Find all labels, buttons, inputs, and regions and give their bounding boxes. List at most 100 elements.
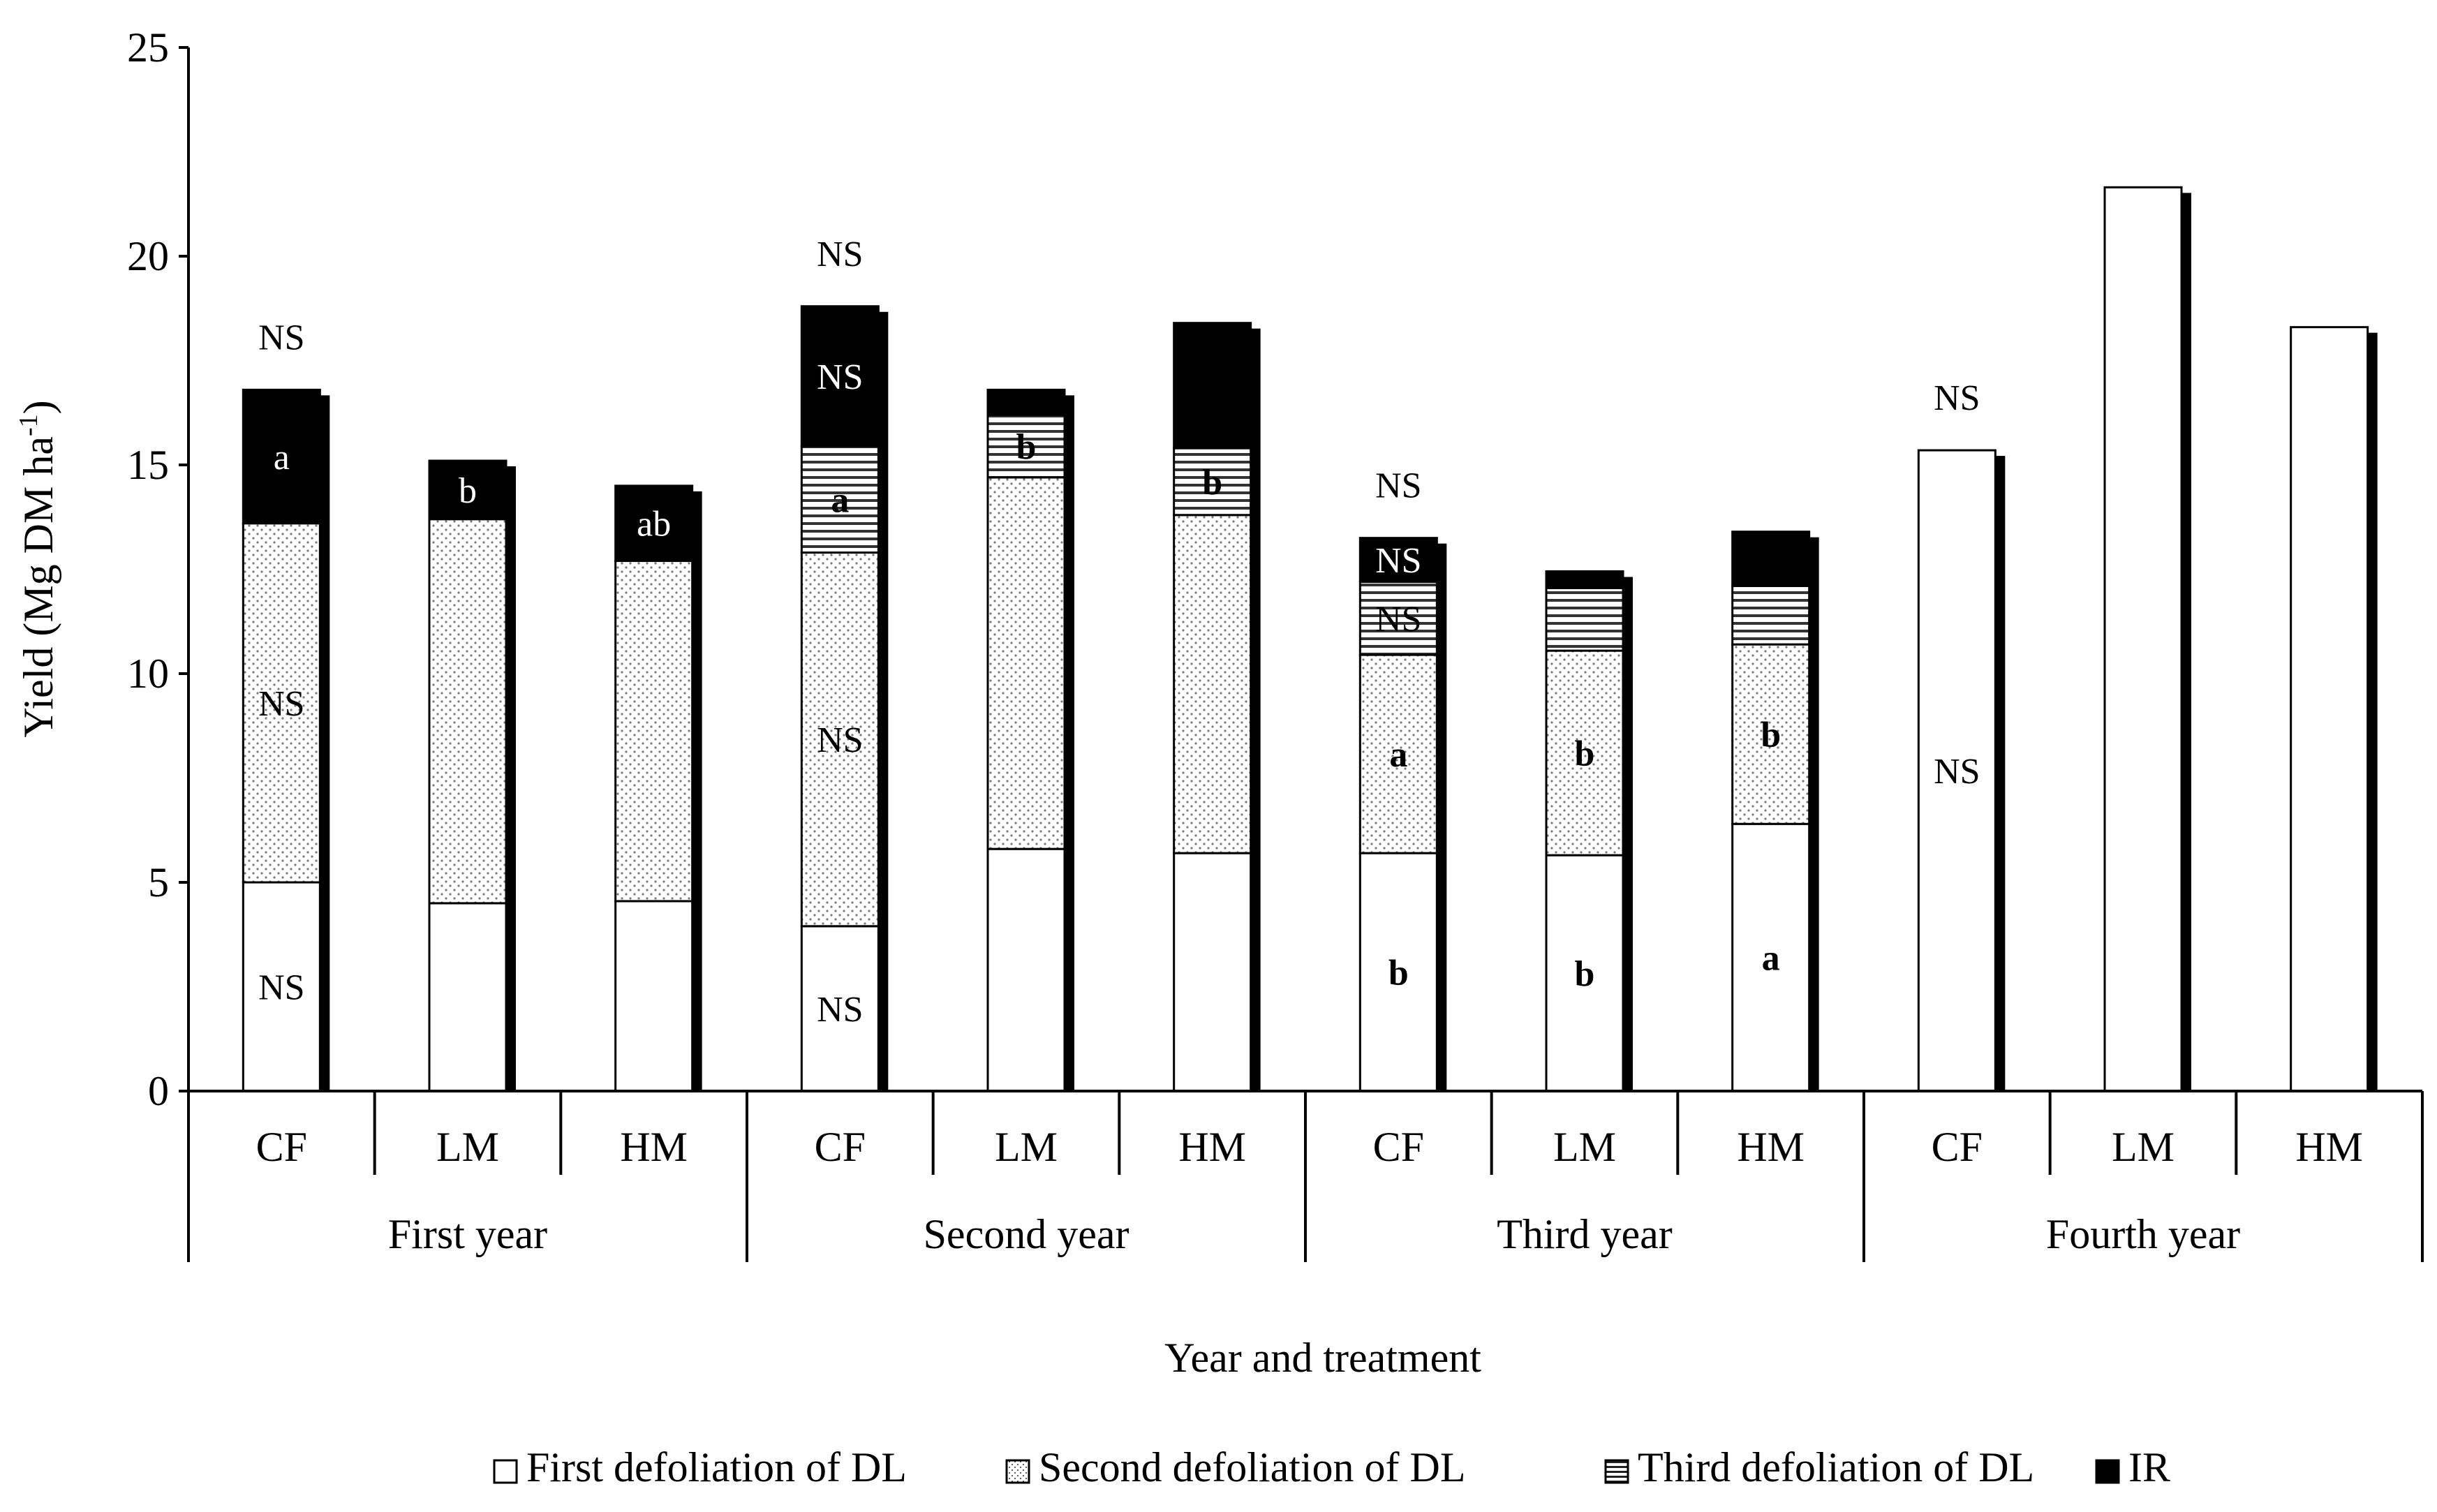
bar-segment bbox=[800, 925, 880, 1092]
bar-annotation: NS bbox=[1375, 541, 1421, 581]
bar-segment bbox=[242, 522, 321, 884]
y-tick-label: 0 bbox=[148, 1068, 169, 1114]
bar-segment bbox=[1731, 531, 1811, 587]
bar-segment bbox=[2103, 186, 2183, 1092]
bar-segment bbox=[2290, 326, 2369, 1092]
bar-segment bbox=[1173, 322, 1252, 450]
bar-segment bbox=[614, 560, 694, 903]
bar-segment bbox=[986, 476, 1066, 850]
bar-shadow bbox=[1623, 577, 1633, 1091]
legend-swatch bbox=[1005, 1459, 1030, 1484]
x-category-label: CF bbox=[815, 1124, 866, 1170]
y-axis-title-sup: -1 bbox=[14, 414, 43, 436]
bar-annotation: NS bbox=[817, 235, 863, 274]
bar-annotation: NS bbox=[1375, 600, 1421, 639]
bar-annotation: a bbox=[274, 438, 290, 477]
bar-segment bbox=[1545, 570, 1624, 589]
bars bbox=[242, 186, 2378, 1092]
y-axis-title-close: ) bbox=[15, 400, 61, 414]
bar-annotation: NS bbox=[1934, 378, 1980, 418]
bar-annotation: b bbox=[459, 471, 477, 511]
bar-shadow bbox=[2182, 193, 2191, 1092]
y-tick-label: 25 bbox=[127, 24, 169, 71]
bar-segment bbox=[1358, 653, 1438, 854]
legend-label: Third defoliation of DL bbox=[1638, 1444, 2034, 1490]
bar-annotation: NS bbox=[258, 684, 304, 724]
legend-label: Second defoliation of DL bbox=[1039, 1444, 1466, 1490]
bar-segment bbox=[614, 484, 694, 563]
bar-segment bbox=[1173, 514, 1252, 854]
bar-shadow bbox=[878, 311, 889, 1091]
x-category-label: HM bbox=[620, 1124, 688, 1170]
bar-annotation: NS bbox=[817, 357, 863, 397]
bar-segment bbox=[1731, 584, 1811, 646]
legend-label: First defoliation of DL bbox=[526, 1444, 907, 1490]
legend-label: IR bbox=[2128, 1444, 2170, 1490]
bar-segment bbox=[242, 388, 321, 525]
bar-segment bbox=[986, 847, 1066, 1092]
bar-segment bbox=[428, 902, 508, 1092]
bar-segment bbox=[428, 518, 508, 905]
y-axis: 0 5 10 15 20 25 Yield (Mg DM ha-1) bbox=[14, 24, 190, 1114]
bar-segment bbox=[614, 900, 694, 1092]
x-category-label: LM bbox=[436, 1124, 499, 1170]
legend: First defoliation of DL Second defoliatio… bbox=[493, 1444, 2170, 1490]
bar-annotation: b bbox=[1761, 716, 1781, 755]
bar-segment bbox=[986, 388, 1066, 416]
bar-annotation: NS bbox=[258, 968, 304, 1008]
y-axis-title-main: Yield (Mg DM ha bbox=[15, 436, 61, 738]
bar-annotation: b bbox=[1575, 954, 1595, 994]
bar-segment bbox=[1545, 586, 1624, 652]
bar-annotation: ab bbox=[637, 505, 671, 544]
bar-segment bbox=[1173, 447, 1252, 517]
x-category-label: HM bbox=[1178, 1124, 1246, 1170]
x-group-label: Second year bbox=[924, 1211, 1129, 1257]
bar-segment bbox=[1358, 852, 1438, 1092]
x-group-label: First year bbox=[388, 1211, 547, 1257]
bar-annotation: NS bbox=[1375, 466, 1421, 506]
x-category-label: LM bbox=[2112, 1124, 2175, 1170]
bar-segment bbox=[800, 305, 880, 447]
x-category-label: LM bbox=[1553, 1124, 1616, 1170]
y-tick-label: 20 bbox=[127, 233, 169, 279]
bar-annotation: NS bbox=[817, 720, 863, 760]
bar-shadow bbox=[1437, 543, 1447, 1091]
x-group-label: Fourth year bbox=[2046, 1211, 2240, 1257]
bar-annotation: a bbox=[831, 480, 849, 520]
x-axis-title: Year and treatment bbox=[1164, 1335, 1481, 1381]
bar-annotation: a bbox=[1389, 735, 1407, 775]
x-categories: CF LM HM CF LM HM CF LM HM CF LM HM bbox=[187, 1091, 2424, 1262]
bar-annotation: b bbox=[1202, 463, 1222, 503]
bar-shadow bbox=[1809, 537, 1819, 1091]
bar-shadow bbox=[692, 491, 702, 1091]
bar-annotation: b bbox=[1016, 427, 1037, 467]
x-group-label: Third year bbox=[1497, 1211, 1673, 1257]
y-tick-label: 5 bbox=[148, 859, 169, 905]
y-axis-title: Yield (Mg DM ha-1) bbox=[14, 400, 61, 737]
bar-shadow bbox=[1250, 328, 1261, 1092]
bar-annotation: NS bbox=[258, 318, 304, 357]
bar-segment bbox=[1358, 580, 1438, 656]
bar-shadow bbox=[1065, 395, 1074, 1091]
bar-shadow bbox=[1995, 456, 2006, 1091]
legend-swatch bbox=[493, 1459, 518, 1484]
bar-shadow bbox=[2367, 332, 2378, 1091]
bar-annotation: NS bbox=[817, 990, 863, 1030]
x-category-label: CF bbox=[1373, 1124, 1424, 1170]
legend-swatch bbox=[2095, 1459, 2120, 1484]
x-category-label: HM bbox=[1737, 1124, 1805, 1170]
x-category-label: LM bbox=[995, 1124, 1058, 1170]
bar-shadow bbox=[320, 395, 330, 1091]
x-category-label: CF bbox=[256, 1124, 307, 1170]
bar-annotation: b bbox=[1575, 734, 1595, 774]
bar-annotation: NS bbox=[1934, 752, 1980, 792]
x-groups: First year Second year Third year Fourth ye… bbox=[388, 1211, 2240, 1257]
bar-segment bbox=[1545, 854, 1624, 1092]
bar-annotation: a bbox=[1762, 939, 1780, 979]
x-category-label: HM bbox=[2295, 1124, 2363, 1170]
y-tick-label: 15 bbox=[127, 442, 169, 488]
bar-segment bbox=[1545, 649, 1624, 857]
y-tick-label: 10 bbox=[127, 651, 169, 697]
